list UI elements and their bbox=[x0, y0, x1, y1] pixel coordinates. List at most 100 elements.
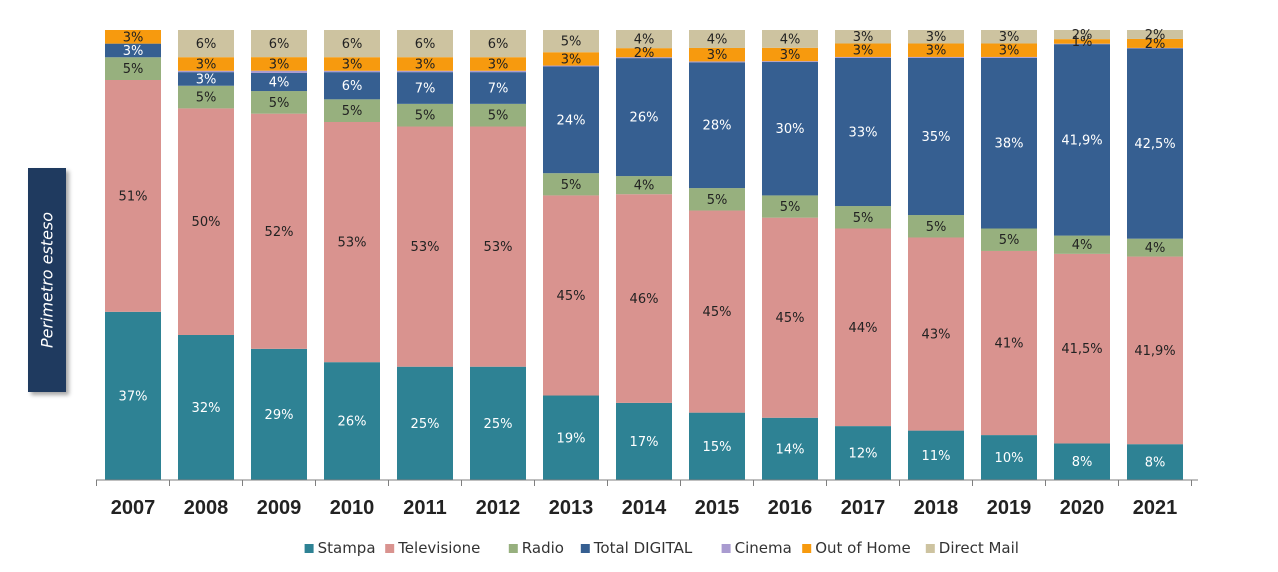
bar-segment-televisione bbox=[1127, 256, 1183, 445]
data-label: 53% bbox=[411, 240, 440, 255]
data-label: 41,9% bbox=[1134, 344, 1175, 359]
bar-segment-cinema bbox=[178, 70, 234, 73]
x-tick-label: 2012 bbox=[476, 497, 521, 519]
data-label: 3% bbox=[123, 30, 144, 45]
bar-segment-direct-mail bbox=[835, 30, 891, 44]
bar-segment-radio bbox=[981, 228, 1037, 251]
data-label: 3% bbox=[488, 57, 509, 72]
bars-layer bbox=[105, 30, 1183, 480]
bar-segment-total-digital bbox=[981, 57, 1037, 229]
data-label: 53% bbox=[484, 240, 513, 255]
x-tick-label: 2010 bbox=[330, 497, 375, 519]
data-label: 2% bbox=[1145, 37, 1166, 52]
bar-segment-televisione bbox=[689, 210, 745, 413]
bar-segment-stampa bbox=[105, 311, 161, 480]
bar-segment-televisione bbox=[762, 217, 818, 418]
data-label: 4% bbox=[1145, 241, 1166, 256]
data-label: 5% bbox=[780, 200, 801, 215]
data-label: 26% bbox=[338, 415, 367, 430]
bar-segment-cinema bbox=[324, 70, 380, 73]
data-label: 3% bbox=[853, 44, 874, 59]
legend-swatch bbox=[580, 544, 590, 553]
data-label: 5% bbox=[415, 109, 436, 124]
bar-segment-televisione bbox=[178, 108, 234, 335]
data-label: 53% bbox=[338, 236, 367, 251]
x-tick-label: 2019 bbox=[987, 497, 1032, 519]
data-label: 5% bbox=[488, 109, 509, 124]
legend-swatch bbox=[304, 544, 314, 553]
data-label: 3% bbox=[999, 30, 1020, 45]
data-label: 3% bbox=[196, 72, 217, 87]
legend-label: Out of Home bbox=[815, 539, 911, 557]
bar-segment-stampa bbox=[616, 402, 672, 480]
x-axis: 2007 2008 2009 2010 2011 2012 2013 2014 2015 2016… bbox=[96, 479, 1198, 519]
bar-segment-televisione bbox=[397, 126, 453, 367]
data-label: 41% bbox=[995, 337, 1024, 352]
bar-segment-out-of-home bbox=[616, 48, 672, 58]
bar-segment-cinema bbox=[762, 61, 818, 63]
data-label: 1% bbox=[1072, 35, 1093, 50]
bar-segment-cinema bbox=[689, 61, 745, 63]
data-label: 51% bbox=[119, 189, 148, 204]
bar-segment-cinema bbox=[908, 56, 964, 58]
bar-segment-out-of-home bbox=[397, 57, 453, 71]
data-label: 4% bbox=[634, 179, 655, 194]
data-label: 33% bbox=[849, 125, 878, 140]
data-label: 4% bbox=[707, 32, 728, 47]
data-label: 6% bbox=[342, 37, 363, 52]
legend-label: Total DIGITAL bbox=[593, 539, 693, 557]
data-label: 26% bbox=[630, 111, 659, 126]
bar-segment-direct-mail bbox=[1054, 30, 1110, 40]
data-label: 7% bbox=[488, 82, 509, 97]
legend-swatch bbox=[925, 544, 935, 553]
bar-segment-stampa bbox=[762, 417, 818, 480]
bar-segment-out-of-home bbox=[251, 57, 307, 71]
bar-segment-stampa bbox=[178, 334, 234, 480]
bar-segment-out-of-home bbox=[1127, 38, 1183, 48]
x-tick-label: 2021 bbox=[1133, 497, 1178, 519]
data-label: 4% bbox=[634, 33, 655, 48]
data-label: 3% bbox=[196, 57, 217, 72]
legend: Stampa Televisione Radio Total DIGITAL Cinem… bbox=[304, 539, 1019, 557]
data-label: 14% bbox=[776, 442, 805, 457]
bar-segment-cinema bbox=[470, 70, 526, 73]
data-label: 45% bbox=[776, 311, 805, 326]
data-label: 8% bbox=[1072, 455, 1093, 470]
x-tick-label: 2011 bbox=[403, 497, 446, 519]
bar-segment-cinema bbox=[981, 56, 1037, 58]
bar-segment-out-of-home bbox=[543, 52, 599, 66]
data-label: 6% bbox=[415, 37, 436, 52]
data-label: 3% bbox=[269, 57, 290, 72]
bar-segment-radio bbox=[908, 215, 964, 238]
x-tick-label: 2017 bbox=[841, 497, 886, 519]
data-label: 32% bbox=[192, 401, 221, 416]
data-label: 4% bbox=[269, 76, 290, 91]
bar-segment-cinema bbox=[835, 56, 891, 58]
bar-segment-total-digital bbox=[324, 72, 380, 100]
data-label: 52% bbox=[265, 225, 294, 240]
bar-segment-stampa bbox=[251, 348, 307, 480]
bar-segment-radio bbox=[178, 85, 234, 109]
bar-segment-total-digital bbox=[178, 72, 234, 86]
data-label: 5% bbox=[561, 178, 582, 193]
data-label: 3% bbox=[926, 30, 947, 45]
data-label: 3% bbox=[999, 44, 1020, 59]
bar-segment-stampa bbox=[324, 362, 380, 480]
data-label: 4% bbox=[1072, 238, 1093, 253]
legend-label: Televisione bbox=[397, 539, 480, 557]
bar-segment-radio bbox=[762, 195, 818, 218]
bar-segment-televisione bbox=[835, 228, 891, 427]
bar-segment-total-digital bbox=[1054, 44, 1110, 236]
x-tick-label: 2013 bbox=[549, 497, 594, 519]
bar-segment-total-digital bbox=[1127, 48, 1183, 239]
bar-segment-total-digital bbox=[762, 62, 818, 196]
data-label: 11% bbox=[922, 449, 951, 464]
data-label: 29% bbox=[265, 408, 294, 423]
bar-segment-stampa bbox=[908, 430, 964, 480]
bar-segment-out-of-home bbox=[835, 43, 891, 57]
bar-segment-direct-mail bbox=[981, 30, 1037, 44]
x-tick-label: 2009 bbox=[257, 497, 302, 519]
x-tick-label: 2016 bbox=[768, 497, 813, 519]
bar-segment-out-of-home bbox=[105, 30, 161, 44]
legend-swatch bbox=[508, 544, 518, 553]
